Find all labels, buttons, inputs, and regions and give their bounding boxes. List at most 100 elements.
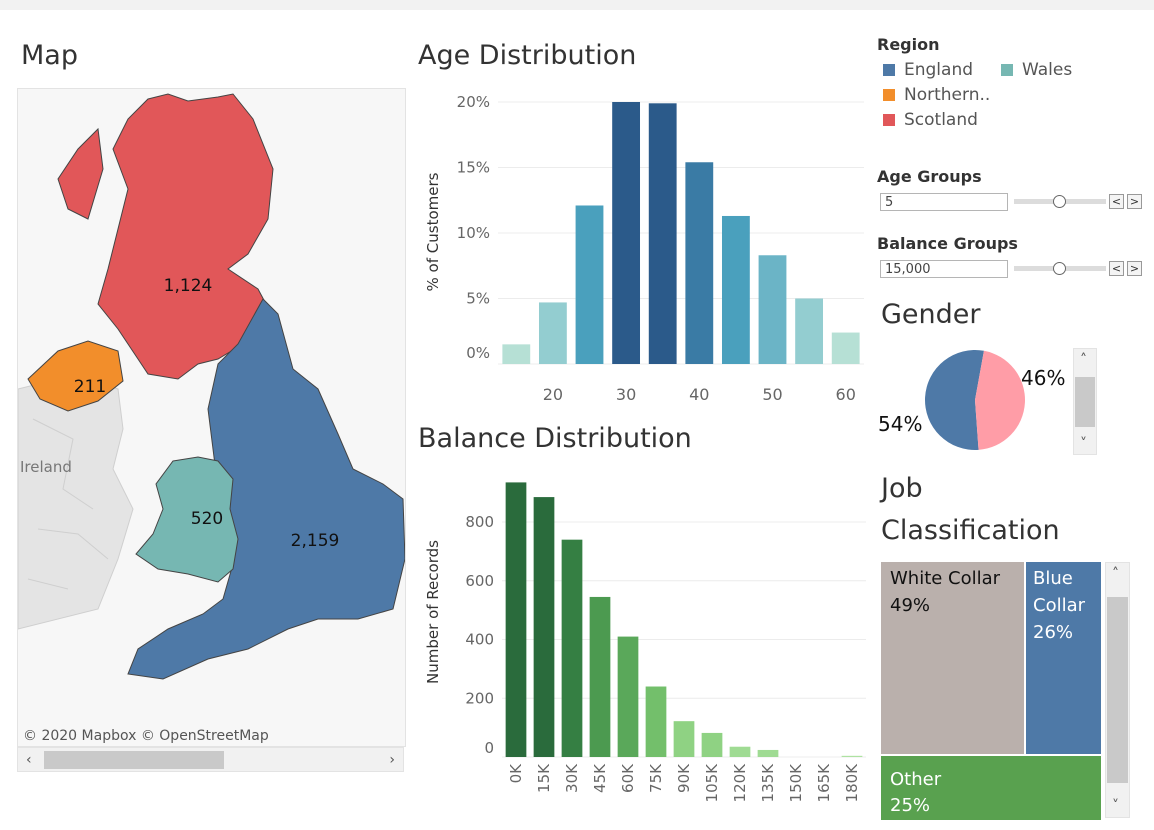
legend-label-scotland: Scotland — [904, 110, 978, 130]
legend-label-northern-ireland: Northern.. — [904, 85, 991, 105]
balance-bar — [757, 749, 779, 757]
balance-x-tick-label: 180K — [843, 763, 861, 803]
scroll-right-icon[interactable]: › — [389, 752, 395, 768]
england-value-label: 2,159 — [291, 531, 340, 551]
scotland-value-label: 1,124 — [164, 276, 213, 296]
balance-bar — [673, 721, 695, 757]
map-attribution[interactable]: © 2020 Mapbox © OpenStreetMap — [23, 728, 269, 744]
legend-item-wales[interactable]: Wales — [1001, 60, 1072, 80]
wales-swatch — [1001, 64, 1013, 76]
age-bar — [575, 205, 604, 364]
legend-item-northern-ireland[interactable]: Northern.. — [883, 85, 990, 105]
balance-groups-next-button[interactable]: > — [1127, 261, 1142, 276]
age-groups-next-button[interactable]: > — [1127, 194, 1142, 209]
age-bar — [721, 215, 750, 364]
balance-y-axis-title: Number of Records — [424, 540, 442, 684]
balance-bar — [841, 755, 863, 757]
age-x-tick-label: 30 — [616, 385, 636, 404]
white-collar-pct: 49% — [890, 595, 930, 616]
ireland-borders — [27, 418, 109, 590]
age-bar — [648, 103, 677, 364]
other-label: Other — [890, 769, 942, 790]
balance-x-tick-label: 120K — [731, 763, 749, 803]
age-x-tick-label: 50 — [762, 385, 782, 404]
legend-item-scotland[interactable]: Scotland — [883, 110, 978, 130]
balance-bar — [701, 732, 723, 757]
age-bar — [502, 344, 531, 364]
scroll-down-icon[interactable]: ˅ — [1112, 798, 1119, 814]
map-canvas: 1,124 211 520 2,159 Ireland © 2020 Mapbo… — [18, 93, 405, 744]
ireland-land — [18, 373, 134, 630]
other-pct: 25% — [890, 795, 930, 816]
job-scrollbar-thumb[interactable] — [1107, 597, 1128, 783]
age-y-tick-label: 5% — [466, 290, 490, 308]
balance-bar — [505, 482, 527, 757]
job-classification-treemap: White Collar 49% Blue Collar 26% Other 25% — [881, 562, 1101, 820]
age-bar — [795, 298, 824, 364]
wales-region[interactable] — [135, 456, 239, 583]
scroll-up-icon[interactable]: ˄ — [1112, 566, 1119, 582]
balance-groups-label: Balance Groups — [877, 234, 1018, 253]
legend-label-england: England — [904, 60, 974, 80]
job-vertical-scrollbar[interactable]: ˄ ˅ — [1105, 562, 1130, 818]
blue-collar-pct: 26% — [1033, 622, 1073, 643]
scroll-left-icon[interactable]: ‹ — [26, 752, 32, 768]
balance-x-tick-label: 90K — [675, 763, 693, 793]
wales-value-label: 520 — [191, 509, 223, 529]
northern-ireland-region[interactable] — [27, 340, 124, 412]
balance-y-tick-label: 0 — [484, 739, 494, 757]
legend-item-england[interactable]: England — [883, 60, 973, 80]
balance-y-tick-label: 800 — [465, 513, 494, 531]
balance-y-tick-label: 200 — [465, 689, 494, 707]
balance-x-tick-label: 75K — [647, 763, 665, 793]
age-groups-prev-button[interactable]: < — [1109, 194, 1124, 209]
balance-x-tick-label: 150K — [787, 763, 805, 803]
balance-groups-prev-button[interactable]: < — [1109, 261, 1124, 276]
region-legend-title: Region — [877, 35, 940, 54]
age-bar — [831, 332, 860, 364]
age-distribution-title: Age Distribution — [418, 40, 637, 71]
england-swatch — [883, 64, 895, 76]
region-map[interactable]: 1,124 211 520 2,159 Ireland © 2020 Mapbo… — [17, 88, 406, 747]
balance-bar — [561, 539, 583, 757]
balance-x-tick-label: 30K — [563, 763, 581, 793]
age-y-tick-label: 15% — [457, 159, 490, 177]
balance-x-tick-label: 165K — [815, 763, 833, 803]
age-y-tick-label: 20% — [457, 93, 490, 111]
balance-groups-input[interactable]: 15,000 — [880, 260, 1008, 278]
balance-bar — [645, 686, 667, 757]
age-groups-label: Age Groups — [877, 167, 982, 186]
balance-x-tick-label: 45K — [591, 763, 609, 793]
scotland-region[interactable] — [57, 93, 274, 380]
age-bar — [685, 162, 714, 364]
job-title-line2: Classification — [881, 515, 1060, 546]
gender-title: Gender — [881, 299, 981, 330]
blue-collar-label: Blue — [1033, 568, 1073, 589]
balance-bar — [589, 596, 611, 757]
northern-ireland-value-label: 211 — [74, 377, 106, 397]
gender-slice — [975, 350, 1025, 450]
top-bar — [0, 0, 1154, 10]
other-cell — [881, 756, 1101, 820]
scroll-down-icon[interactable]: ˅ — [1080, 436, 1087, 452]
age-groups-input[interactable]: 5 — [880, 193, 1008, 211]
age-groups-slider-knob[interactable] — [1053, 195, 1066, 208]
balance-x-tick-label: 135K — [759, 763, 777, 803]
gender-vertical-scrollbar[interactable]: ˄ ˅ — [1073, 348, 1097, 455]
gender-scrollbar-thumb[interactable] — [1075, 377, 1095, 427]
blue-collar-cell — [1026, 562, 1101, 754]
legend-label-wales: Wales — [1022, 60, 1073, 80]
scrollbar-thumb[interactable] — [44, 751, 224, 769]
balance-x-tick-label: 60K — [619, 763, 637, 793]
age-bar — [612, 102, 641, 364]
scroll-up-icon[interactable]: ˄ — [1080, 352, 1087, 368]
age-x-tick-label: 20 — [543, 385, 563, 404]
balance-groups-slider-knob[interactable] — [1053, 262, 1066, 275]
job-title-line1: Job — [881, 473, 923, 504]
age-distribution-chart: 0% 5% 10% 15% 20% 20 30 40 50 60 % of Customers — [424, 93, 864, 404]
map-horizontal-scrollbar[interactable]: ‹ › — [17, 747, 404, 772]
balance-distribution-chart: 0 200 400 600 800 0K 15K 30K 45K 60K 75K 90K 105K 120… — [424, 482, 866, 803]
white-collar-label: White Collar — [890, 568, 1001, 589]
age-y-tick-label: 0% — [466, 344, 490, 362]
gender-slice-label: 54% — [878, 412, 922, 436]
